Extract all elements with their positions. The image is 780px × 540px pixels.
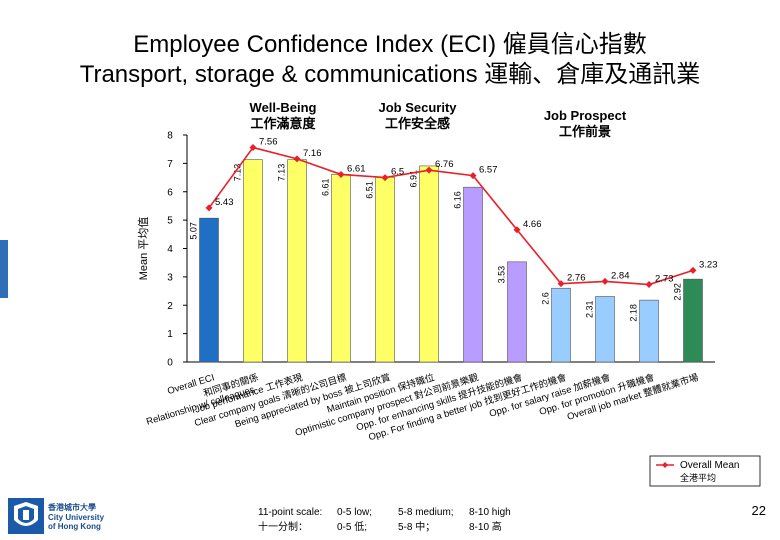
section-header-job-security: Job Security 工作安全感	[355, 100, 480, 132]
bar-value-label: 3.53	[497, 266, 507, 284]
y-tick-label: 3	[167, 272, 173, 283]
mean-point	[425, 166, 433, 174]
scale-note-en-low: 0-5 low;	[337, 507, 373, 518]
bar-value-label: 5.07	[189, 222, 199, 240]
university-line: 香港城市大學	[48, 503, 96, 512]
bar	[243, 159, 263, 363]
mean-point	[557, 280, 565, 288]
mean-value-label: 3.23	[699, 259, 718, 270]
mean-value-label: 2.76	[567, 273, 586, 284]
bar	[375, 176, 395, 363]
section-name-zh: 工作前景	[558, 124, 611, 139]
y-tick-label: 5	[167, 216, 173, 227]
bar-value-label: 2.6	[541, 292, 551, 305]
mean-value-label: 6.61	[347, 163, 366, 174]
scale-note-en: 11-point scale:	[258, 506, 322, 519]
section-name: Well-Being	[249, 100, 317, 115]
scale-note-zh-high: 8-10 高	[469, 522, 502, 533]
legend-marker	[662, 462, 668, 468]
scale-note-en-medium: 5-8 medium;	[398, 507, 454, 518]
bar	[419, 165, 439, 363]
mean-point	[645, 281, 653, 289]
bar-value-label: 6.61	[321, 178, 331, 196]
section-name: Job Security	[378, 100, 457, 115]
mean-value-label: 7.56	[259, 136, 278, 147]
section-header-well-being: Well-Being 工作滿意度	[228, 100, 338, 132]
mean-point	[205, 204, 213, 212]
mean-value-label: 4.66	[523, 219, 542, 230]
bar	[199, 217, 219, 363]
bar-value-label: 2.31	[585, 300, 595, 318]
section-header-job-prospect: Job Prospect 工作前景	[525, 108, 645, 140]
y-axis-label: Mean 平均值	[137, 217, 150, 281]
legend-label-zh: 全港平均	[680, 472, 716, 483]
bar	[551, 287, 571, 363]
bar	[639, 299, 659, 363]
scale-note-en-high: 8-10 high	[469, 507, 511, 518]
legend-label: Overall Mean	[680, 460, 739, 471]
y-tick-label: 2	[167, 301, 173, 312]
y-tick-label: 4	[167, 244, 173, 255]
section-name-zh: 工作安全感	[384, 116, 450, 131]
mean-point	[513, 226, 521, 234]
bar-value-label: 6.51	[365, 181, 375, 199]
bar-value-label: 6.16	[453, 191, 463, 209]
bar-value-label: 2.18	[629, 304, 639, 322]
bar-value-label: 7.13	[277, 164, 287, 182]
bar-value-label: 7.13	[233, 164, 243, 182]
mean-point	[337, 170, 345, 178]
page-number: 22	[751, 503, 766, 518]
bar	[683, 278, 703, 363]
university-line: City University	[48, 512, 105, 522]
mean-value-label: 2.73	[655, 274, 674, 285]
mean-point	[689, 266, 697, 274]
university-name: 香港城市大學 City University of Hong Kong	[48, 503, 104, 532]
mean-value-label: 6.5	[391, 167, 404, 178]
mean-value-label: 5.43	[215, 197, 234, 208]
mean-point	[249, 143, 257, 151]
y-tick-label: 8	[167, 131, 173, 142]
university-line: of Hong Kong	[48, 522, 101, 531]
overall-mean-line	[208, 146, 694, 286]
bar-value-label: 2.92	[673, 283, 683, 301]
accent-bar	[0, 240, 8, 298]
mean-point	[601, 277, 609, 285]
bar	[287, 159, 307, 363]
scale-note-zh: 十一分制：	[258, 522, 308, 533]
mean-value-label: 7.16	[303, 148, 322, 159]
scale-note-zh-medium: 5-8 中；	[398, 522, 436, 533]
mean-point	[469, 172, 477, 180]
slide-title-line2: Transport, storage & communications 運輸、倉…	[79, 61, 701, 88]
university-logo	[8, 498, 44, 534]
mean-point	[293, 155, 301, 163]
slide-title-line1: Employee Confidence Index (ECI) 僱員信心指數	[133, 31, 647, 58]
bar	[595, 296, 615, 363]
mean-value-label: 2.84	[611, 270, 630, 281]
y-tick-label: 0	[167, 358, 173, 369]
section-name: Job Prospect	[543, 108, 627, 123]
bar-value-label: 6.91	[409, 170, 419, 188]
scale-note-part: 11-point scale:	[258, 507, 323, 518]
section-name-zh: 工作滿意度	[250, 116, 316, 131]
mean-point	[381, 174, 389, 182]
mean-value-label: 6.57	[479, 165, 498, 176]
scale-note-zh-low: 0-5 低;	[337, 522, 368, 533]
bar	[507, 261, 527, 363]
bar	[463, 186, 483, 363]
y-tick-label: 7	[167, 159, 173, 170]
mean-value-label: 6.76	[435, 159, 454, 170]
bar	[331, 174, 351, 363]
legend-box	[649, 455, 761, 487]
y-tick-label: 6	[167, 187, 173, 198]
y-tick-label: 1	[167, 329, 173, 340]
